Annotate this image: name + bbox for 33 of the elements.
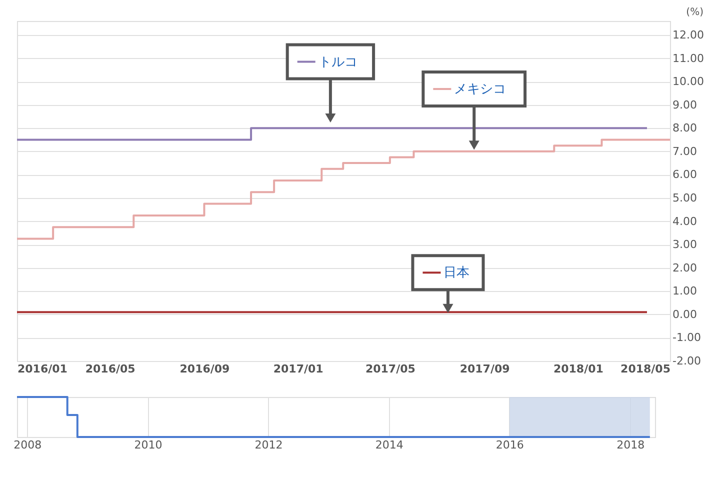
y-tick-label: 9.00 bbox=[672, 98, 697, 112]
x-tick-label: 2017/01 bbox=[273, 362, 324, 376]
y-axis-title: (%) bbox=[686, 7, 704, 18]
y-tick-label: -2.00 bbox=[672, 354, 701, 368]
legend-label: トルコ bbox=[318, 54, 358, 70]
y-tick-label: 0.00 bbox=[672, 308, 697, 321]
x-tick-label: 2010 bbox=[134, 438, 162, 452]
legend-label: 日本 bbox=[444, 266, 470, 281]
x-tick-label: 2017/05 bbox=[365, 362, 416, 376]
x-tick-label: 2016/09 bbox=[180, 362, 230, 376]
x-tick-label: 2012 bbox=[254, 438, 283, 452]
y-tick-label: 10.00 bbox=[672, 75, 704, 88]
y-tick-label: 7.00 bbox=[672, 144, 697, 158]
y-tick-label: 2.00 bbox=[672, 261, 697, 274]
x-tick-label: 2018 bbox=[616, 438, 645, 452]
y-tick-label: 1.00 bbox=[672, 284, 697, 298]
x-tick-label: 2008 bbox=[14, 438, 42, 452]
y-tick-label: 11.00 bbox=[672, 52, 704, 65]
y-tick-label: 3.00 bbox=[672, 238, 697, 252]
x-tick-label: 2018/01 bbox=[553, 362, 604, 376]
y-tick-label: 6.00 bbox=[672, 168, 697, 182]
x-tick-label: 2014 bbox=[375, 438, 404, 452]
x-tick-label: 2016 bbox=[496, 438, 524, 452]
y-tick-label: 12.00 bbox=[672, 28, 704, 42]
x-tick-label: 2016/05 bbox=[85, 362, 136, 376]
y-tick-label: -1.00 bbox=[672, 331, 701, 344]
x-tick-label: 2018/05 bbox=[620, 362, 670, 376]
legend-label: メキシコ bbox=[454, 82, 506, 97]
y-tick-label: 8.00 bbox=[672, 122, 697, 135]
y-tick-label: 5.00 bbox=[672, 191, 697, 204]
x-tick-label: 2016/01 bbox=[18, 362, 68, 376]
x-tick-label: 2017/09 bbox=[460, 362, 510, 376]
y-tick-label: 4.00 bbox=[672, 214, 697, 228]
